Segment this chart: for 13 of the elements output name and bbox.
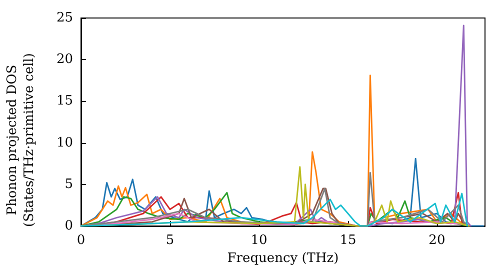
y-tick-label: 25 bbox=[56, 10, 73, 26]
x-tick-label: 15 bbox=[340, 233, 356, 248]
y-tick-label: 5 bbox=[64, 176, 73, 192]
x-tick-label: 0 bbox=[76, 233, 86, 248]
x-tick-label: 20 bbox=[428, 233, 446, 248]
x-axis-title: Frequency (THz) bbox=[227, 250, 339, 266]
y-axis-title: Phonon projected DOS (States/THz·primitive cell) bbox=[5, 52, 37, 228]
y-tick-label: 15 bbox=[56, 94, 73, 109]
x-tick-label: 5 bbox=[166, 233, 174, 248]
y-tick-label: 20 bbox=[56, 52, 73, 68]
y-tick-label: 0 bbox=[64, 218, 73, 234]
x-tick-label: 10 bbox=[250, 233, 268, 248]
y-tick-label: 10 bbox=[56, 135, 73, 150]
